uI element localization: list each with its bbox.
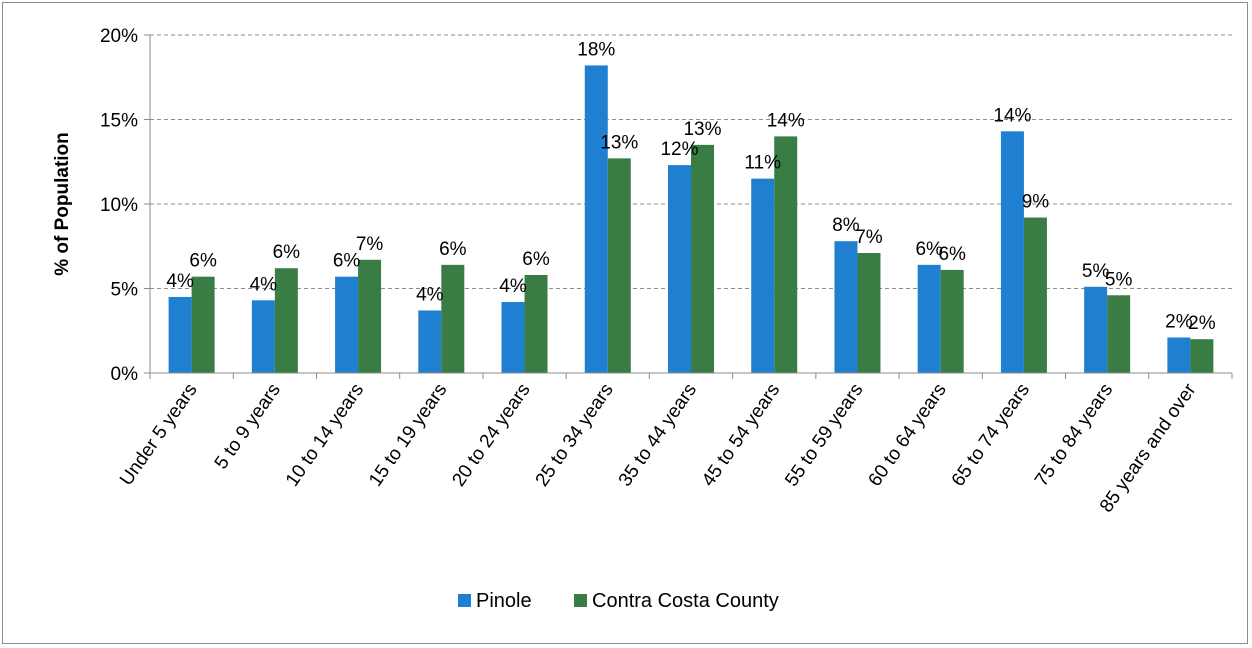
bar-pinole: [584, 65, 608, 374]
x-tick-label: 55 to 59 years: [781, 380, 867, 491]
data-label: 2%: [1188, 313, 1216, 334]
x-tick-label: 85 years and over: [1096, 379, 1201, 516]
y-tick-label: 0%: [111, 364, 139, 385]
bar-contra-costa-county: [191, 276, 215, 373]
bar-contra-costa-county: [441, 264, 465, 373]
bar-contra-costa-county: [358, 259, 382, 373]
x-tick-label: 25 to 34 years: [532, 380, 618, 491]
data-label: 14%: [767, 110, 805, 131]
bar-contra-costa-county: [1107, 295, 1131, 373]
data-label: 4%: [166, 271, 194, 292]
data-label: 6%: [189, 251, 217, 272]
bar-contra-costa-county: [1023, 217, 1047, 373]
x-tick-label: 20 to 24 years: [448, 380, 534, 491]
data-label: 11%: [744, 153, 781, 174]
bar-contra-costa-county: [274, 268, 298, 373]
data-label: 13%: [600, 132, 638, 153]
x-tick-label: Under 5 years: [116, 380, 202, 490]
y-tick-label: 10%: [100, 195, 138, 216]
bar-pinole: [1000, 131, 1024, 373]
data-label: 6%: [522, 249, 550, 270]
bar-pinole: [168, 296, 192, 373]
legend-label: Contra Costa County: [592, 590, 779, 612]
y-axis-ticks: 0% 5% 10% 15% 20%: [100, 26, 151, 385]
bar-contra-costa-county: [857, 253, 881, 373]
data-label: 7%: [855, 227, 883, 248]
data-labels: 4%6%4%6% 6%7%4%6%4%6%18%13% 12%13%11%14%8%…: [166, 39, 1215, 334]
data-label: 6%: [439, 239, 467, 260]
data-label: 4%: [416, 284, 444, 305]
bar-pinole: [751, 178, 775, 373]
bar-pinole: [335, 276, 359, 373]
bar-pinole: [1084, 286, 1108, 373]
data-label: 7%: [356, 234, 384, 255]
legend-swatch: [458, 594, 471, 607]
bar-contra-costa-county: [940, 269, 964, 373]
bar-pinole: [917, 264, 941, 373]
legend-swatch: [574, 594, 587, 607]
data-label: 14%: [993, 105, 1031, 126]
bar-contra-costa-county: [774, 136, 798, 373]
x-tick-label: 5 to 9 years: [211, 380, 285, 473]
x-tick-label: 35 to 44 years: [615, 380, 701, 491]
data-label: 4%: [499, 276, 527, 297]
legend: Pinole Contra Costa County: [458, 590, 779, 612]
bars: [168, 65, 1214, 374]
y-tick-label: 15%: [100, 111, 138, 132]
data-label: 8%: [832, 215, 860, 236]
x-tick-label: 15 to 19 years: [365, 380, 451, 491]
data-label: 13%: [683, 119, 721, 140]
data-label: 6%: [273, 242, 301, 263]
y-tick-label: 5%: [111, 280, 139, 301]
bar-contra-costa-county: [607, 158, 631, 373]
y-tick-label: 20%: [100, 26, 138, 47]
data-label: 4%: [250, 274, 278, 295]
data-label: 6%: [915, 239, 943, 260]
bar-contra-costa-county: [1190, 339, 1214, 373]
data-label: 6%: [938, 244, 966, 265]
data-label: 2%: [1165, 312, 1193, 333]
data-label: 18%: [577, 39, 615, 60]
data-label: 5%: [1082, 261, 1110, 282]
data-label: 6%: [333, 251, 361, 272]
bar-pinole: [834, 241, 858, 373]
x-tick-label: 45 to 54 years: [698, 380, 784, 491]
data-label: 9%: [1022, 192, 1050, 213]
data-label: 12%: [660, 139, 698, 160]
data-label: 5%: [1105, 269, 1133, 290]
bar-pinole: [1167, 337, 1191, 373]
bar-contra-costa-county: [524, 274, 548, 373]
bar-contra-costa-county: [691, 144, 714, 373]
y-axis-label: % of Population: [52, 132, 73, 276]
legend-label: Pinole: [476, 590, 532, 612]
x-tick-label: 10 to 14 years: [282, 380, 368, 491]
x-tick-label: 60 to 64 years: [865, 380, 951, 491]
x-tick-label: 65 to 74 years: [948, 380, 1034, 491]
bar-pinole: [418, 310, 442, 373]
bar-pinole: [668, 165, 691, 373]
bar-pinole: [501, 302, 525, 373]
x-tick-label: 75 to 84 years: [1031, 380, 1117, 491]
bar-pinole: [251, 300, 275, 373]
